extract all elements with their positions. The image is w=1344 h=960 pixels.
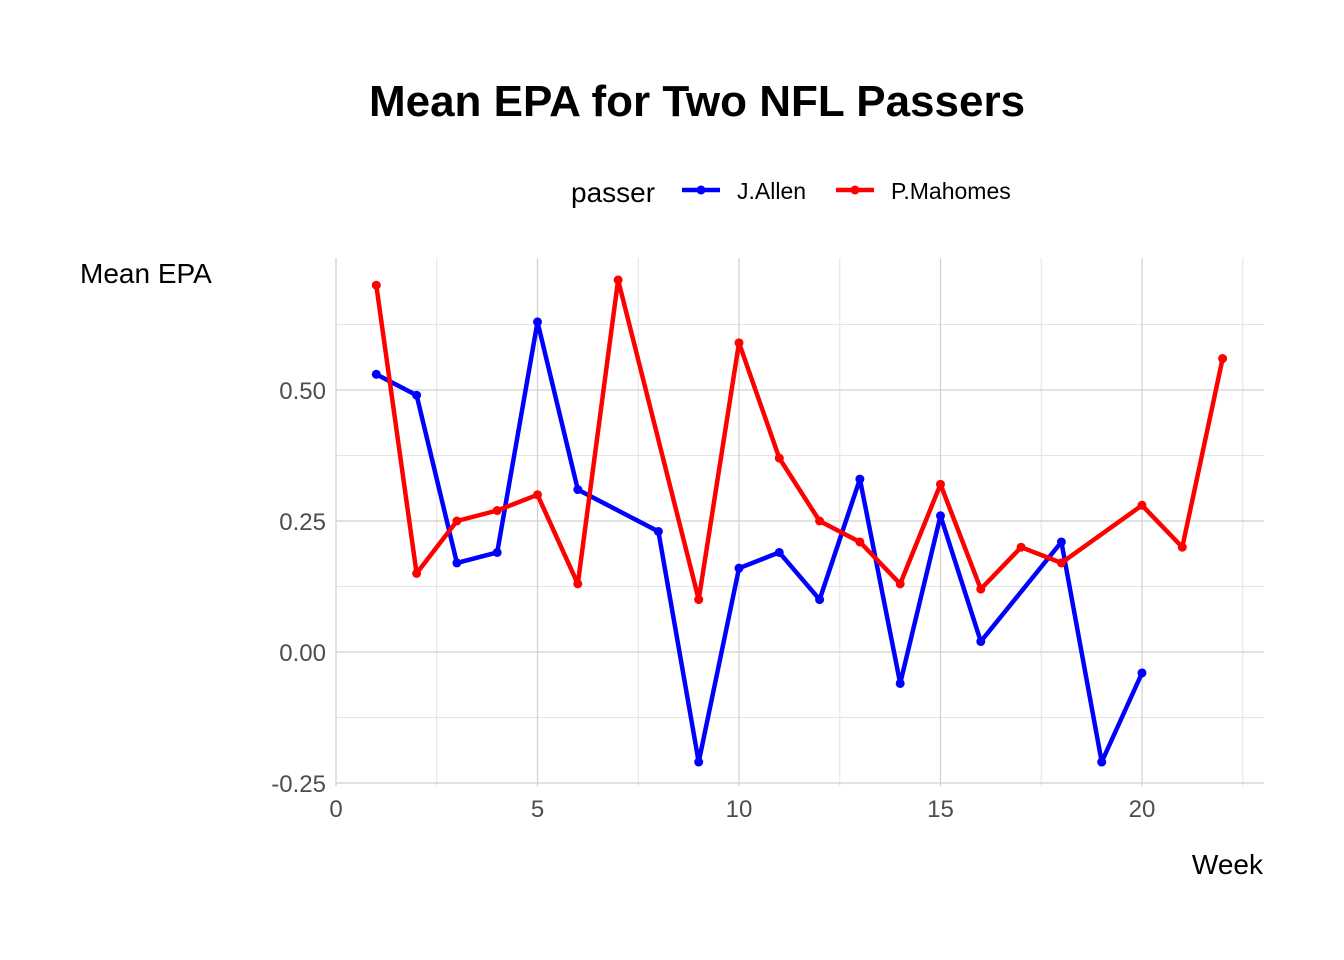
data-point bbox=[1177, 542, 1187, 552]
data-point bbox=[1056, 558, 1066, 568]
data-point bbox=[694, 595, 704, 605]
data-point bbox=[855, 537, 865, 547]
data-point bbox=[734, 563, 744, 573]
data-point bbox=[492, 506, 502, 516]
x-tick-label: 10 bbox=[726, 796, 753, 823]
series-line bbox=[374, 319, 1145, 765]
series-layer bbox=[371, 275, 1228, 767]
data-point bbox=[533, 490, 542, 500]
data-point bbox=[976, 637, 986, 647]
data-point bbox=[371, 369, 381, 379]
x-tick-label: 15 bbox=[927, 796, 954, 823]
data-point bbox=[694, 757, 704, 767]
data-point bbox=[774, 547, 784, 557]
data-point bbox=[1137, 668, 1147, 678]
x-tick-label: 20 bbox=[1129, 796, 1156, 823]
data-point bbox=[815, 516, 825, 526]
legend-title: passer bbox=[571, 177, 655, 208]
y-tick-label: -0.25 bbox=[271, 771, 326, 798]
data-point bbox=[815, 595, 825, 605]
data-point bbox=[1056, 537, 1066, 547]
legend-key-point bbox=[696, 185, 706, 195]
data-point bbox=[492, 547, 502, 557]
data-point bbox=[1137, 500, 1147, 510]
data-point bbox=[452, 516, 462, 526]
series-line bbox=[374, 277, 1225, 602]
data-point bbox=[895, 579, 905, 589]
data-point bbox=[734, 338, 744, 348]
legend-key-point bbox=[850, 185, 860, 195]
data-point bbox=[573, 579, 583, 589]
y-axis-title: Mean EPA bbox=[80, 258, 212, 289]
data-point bbox=[895, 678, 905, 688]
data-point bbox=[936, 479, 945, 489]
data-point bbox=[533, 317, 542, 327]
data-point bbox=[452, 558, 462, 568]
legend-item: J.Allen bbox=[682, 178, 806, 204]
data-point bbox=[371, 280, 381, 290]
series-j-allen bbox=[371, 317, 1147, 767]
y-tick-label: 0.25 bbox=[279, 509, 326, 536]
legend-label: P.Mahomes bbox=[891, 178, 1011, 204]
data-point bbox=[774, 453, 784, 463]
legend: passer J.Allen P.Mahomes bbox=[571, 177, 1011, 208]
x-tick-labels: 0 5 10 15 20 bbox=[329, 796, 1155, 823]
data-point bbox=[936, 511, 945, 521]
data-point bbox=[1097, 757, 1107, 767]
data-point bbox=[653, 526, 663, 536]
data-point bbox=[613, 275, 623, 285]
y-tick-labels: -0.25 0.00 0.25 0.50 bbox=[271, 378, 326, 798]
data-point bbox=[855, 474, 865, 484]
data-point bbox=[412, 390, 422, 400]
y-tick-label: 0.00 bbox=[279, 640, 326, 667]
y-tick-label: 0.50 bbox=[279, 378, 326, 405]
data-point bbox=[1218, 354, 1228, 364]
grid bbox=[335, 258, 1264, 786]
chart-title: Mean EPA for Two NFL Passers bbox=[369, 77, 1025, 126]
legend-label: J.Allen bbox=[737, 178, 806, 204]
x-tick-label: 0 bbox=[329, 796, 342, 823]
data-point bbox=[976, 584, 986, 594]
x-tick-label: 5 bbox=[531, 796, 544, 823]
data-point bbox=[412, 568, 422, 578]
data-point bbox=[573, 485, 583, 495]
legend-item: P.Mahomes bbox=[836, 178, 1011, 204]
x-axis-title: Week bbox=[1192, 849, 1264, 880]
data-point bbox=[1016, 542, 1026, 552]
series-p-mahomes bbox=[371, 275, 1228, 605]
